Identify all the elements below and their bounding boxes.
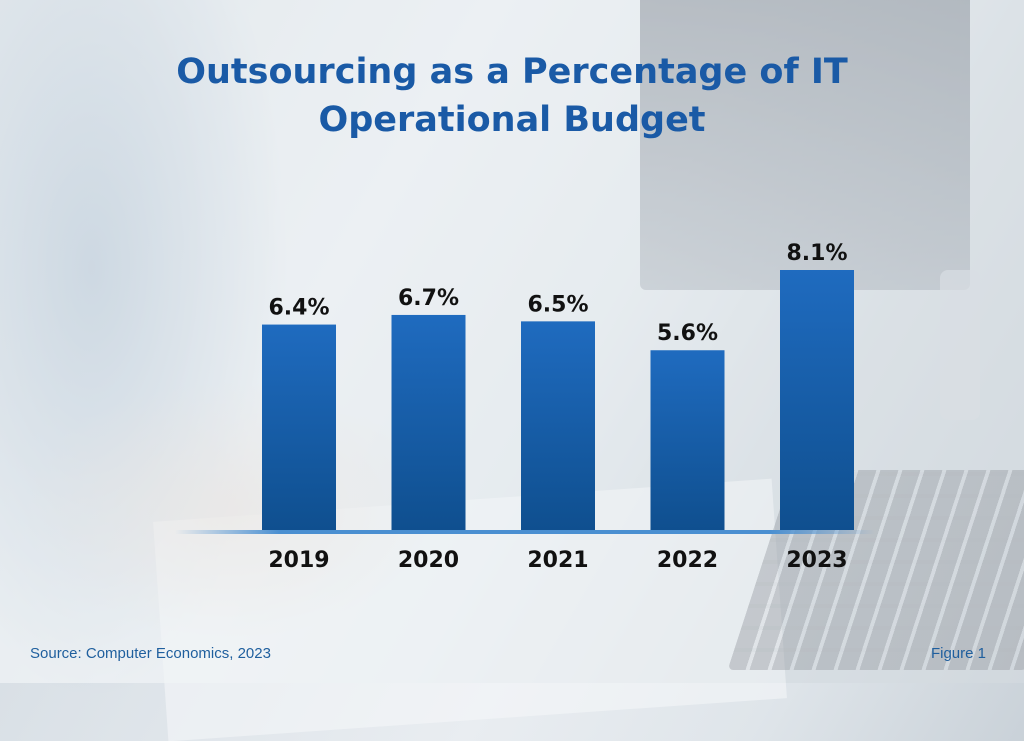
x-tick-label-2023: 2023	[786, 548, 847, 573]
chart-title-line-1: Outsourcing as a Percentage of IT	[176, 52, 848, 92]
x-tick-label-2022: 2022	[657, 548, 718, 573]
value-label-2022: 5.6%	[657, 321, 718, 346]
bars-group	[262, 270, 854, 530]
bar-chart: 6.4% 6.7% 6.5% 5.6% 8.1% 2019 2020 2021 2022 202…	[175, 241, 875, 573]
value-labels-group: 6.4% 6.7% 6.5% 5.6% 8.1%	[268, 241, 847, 346]
chart-title: Outsourcing as a Percentage of IT Operat…	[0, 48, 1024, 144]
source-note: Source: Computer Economics, 2023	[30, 645, 271, 662]
value-label-2021: 6.5%	[527, 292, 588, 317]
x-tick-label-2020: 2020	[398, 548, 459, 573]
value-label-2019: 6.4%	[268, 296, 329, 321]
value-label-2020: 6.7%	[398, 286, 459, 311]
value-label-2023: 8.1%	[786, 241, 847, 266]
x-tick-labels-group: 2019 2020 2021 2022 2023	[268, 548, 847, 573]
bar-2022	[650, 350, 725, 530]
figure-label: Figure 1	[930, 645, 986, 662]
bar-2020	[391, 314, 466, 530]
chart-title-line-2: Operational Budget	[318, 100, 706, 140]
bar-2019	[262, 324, 336, 530]
x-tick-label-2019: 2019	[268, 548, 329, 573]
bar-2023	[780, 270, 854, 530]
x-axis-baseline	[175, 530, 875, 534]
x-tick-label-2021: 2021	[527, 548, 588, 573]
bar-2021	[521, 321, 595, 530]
